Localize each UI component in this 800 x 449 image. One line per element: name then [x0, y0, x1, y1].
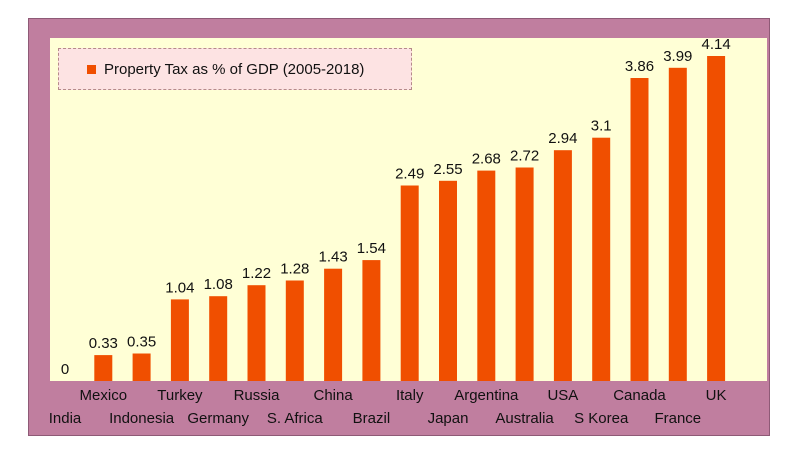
- bar-canada: [630, 78, 649, 381]
- category-label-uk: UK: [706, 387, 727, 404]
- bar-italy: [400, 185, 419, 381]
- bar-s-africa: [285, 280, 304, 381]
- legend: Property Tax as % of GDP (2005-2018): [58, 48, 412, 90]
- category-label-russia: Russia: [234, 387, 281, 404]
- category-label-s-africa: S. Africa: [267, 410, 324, 427]
- bar-s-korea: [592, 137, 611, 381]
- bar-japan: [439, 180, 457, 381]
- bar-brazil: [362, 260, 381, 381]
- value-label-argentina: 2.68: [472, 151, 501, 168]
- value-label-australia: 2.72: [510, 148, 539, 165]
- category-label-india: India: [49, 410, 82, 427]
- bar-australia: [515, 167, 534, 381]
- category-label-turkey: Turkey: [157, 387, 203, 404]
- value-label-turkey: 1.04: [165, 279, 194, 296]
- bar-germany: [209, 296, 228, 381]
- bar-argentina: [477, 170, 496, 381]
- category-label-mexico: Mexico: [80, 387, 128, 404]
- value-labels-group: 0 0.33 0.35 1.04 1.08 1.22 1.28 1.43 1.54 2.49 2.5…: [61, 36, 731, 378]
- category-label-argentina: Argentina: [454, 387, 519, 404]
- category-label-brazil: Brazil: [353, 410, 391, 427]
- value-label-russia: 1.22: [242, 265, 271, 282]
- bar-russia: [247, 285, 266, 381]
- value-label-france: 3.99: [663, 48, 692, 65]
- bar-usa: [553, 150, 572, 381]
- category-label-china: China: [313, 387, 353, 404]
- bar-mexico: [94, 355, 113, 381]
- value-label-brazil: 1.54: [357, 240, 386, 257]
- bar-turkey: [170, 299, 189, 381]
- category-label-s-korea: S Korea: [574, 410, 629, 427]
- bar-uk: [707, 56, 726, 381]
- legend-label: Property Tax as % of GDP (2005-2018): [104, 60, 365, 78]
- category-label-canada: Canada: [613, 387, 666, 404]
- category-label-japan: Japan: [428, 410, 469, 427]
- value-label-indonesia: 0.35: [127, 334, 156, 351]
- value-label-mexico: 0.33: [89, 335, 118, 352]
- bar-france: [668, 67, 687, 382]
- value-label-uk: 4.14: [701, 36, 730, 53]
- value-label-japan: 2.55: [433, 161, 462, 178]
- category-label-indonesia: Indonesia: [109, 410, 175, 427]
- category-label-australia: Australia: [495, 410, 554, 427]
- category-label-usa: USA: [547, 387, 578, 404]
- category-labels-group: India Mexico Indonesia Turkey Germany Russia S…: [49, 387, 727, 427]
- value-label-india: 0: [61, 361, 69, 378]
- value-label-s-korea: 3.1: [591, 118, 612, 135]
- value-label-canada: 3.86: [625, 58, 654, 75]
- value-label-china: 1.43: [318, 249, 347, 266]
- bar-indonesia: [132, 353, 151, 381]
- category-label-germany: Germany: [187, 410, 249, 427]
- value-label-s-africa: 1.28: [280, 261, 309, 278]
- category-label-italy: Italy: [396, 387, 424, 404]
- category-label-france: France: [654, 410, 701, 427]
- value-label-italy: 2.49: [395, 166, 424, 183]
- bars-group: [94, 56, 726, 382]
- legend-swatch: [87, 64, 96, 74]
- value-label-usa: 2.94: [548, 130, 577, 147]
- bar-china: [324, 268, 343, 381]
- value-label-germany: 1.08: [204, 276, 233, 293]
